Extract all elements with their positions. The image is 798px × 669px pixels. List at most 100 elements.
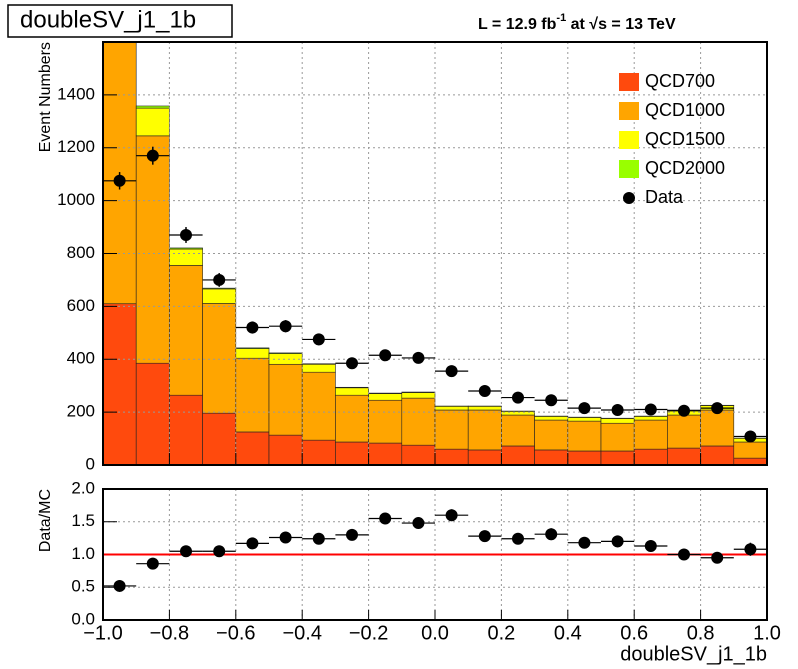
data-point	[512, 532, 524, 545]
data-point	[279, 320, 292, 333]
histogram-bar	[733, 441, 767, 459]
histogram-bar	[202, 287, 237, 290]
histogram-bar	[567, 417, 602, 422]
histogram-bar	[700, 409, 735, 447]
histogram-bar	[501, 414, 535, 447]
histogram-bar	[567, 420, 602, 452]
data-point	[346, 528, 358, 541]
legend-swatch	[619, 160, 639, 178]
histogram-bar	[135, 107, 170, 137]
y-tick-label: 400	[67, 349, 95, 368]
y-tick-label: 1200	[57, 137, 95, 156]
x-tick-label: −0.4	[282, 622, 321, 644]
histogram-bar	[301, 439, 336, 465]
main-plot	[103, 42, 767, 465]
histogram-bar	[600, 422, 635, 452]
legend-label: QCD1500	[645, 129, 725, 149]
histogram-bar	[368, 393, 403, 401]
data-point	[279, 531, 292, 544]
histogram-bar	[301, 363, 336, 373]
histogram-bar	[135, 362, 170, 465]
histogram-bar	[600, 450, 635, 465]
data-point	[412, 351, 425, 364]
data-point	[744, 543, 757, 556]
histogram-bar	[301, 363, 336, 365]
histogram-bar	[434, 409, 469, 450]
histogram-bar	[401, 444, 436, 465]
histogram-bar	[335, 386, 369, 389]
legend-swatch	[619, 131, 639, 149]
histogram-bar	[169, 265, 203, 396]
data-point	[578, 402, 591, 415]
plot-frame	[102, 488, 768, 621]
data-point	[744, 430, 757, 443]
x-tick-label: 0.4	[554, 622, 582, 644]
data-point	[445, 365, 458, 378]
x-axis-label: doubleSV_j1_1b	[620, 643, 767, 665]
histogram-bar	[235, 431, 270, 465]
histogram-bar	[169, 248, 203, 266]
histogram-bar	[268, 434, 303, 465]
y-tick-label: 1.0	[71, 544, 95, 563]
histogram-bar	[235, 357, 270, 433]
histogram-bar	[667, 447, 701, 465]
x-tick-label: −1.0	[83, 622, 122, 644]
data-point	[379, 349, 392, 362]
x-tick-label: 0.0	[421, 622, 449, 644]
histogram-bar	[633, 416, 668, 421]
y-tick-label: 600	[67, 296, 95, 315]
chart-title: doubleSV_j1_1b	[20, 6, 196, 33]
histogram-bar	[368, 399, 403, 444]
y-tick-label: 0.5	[71, 577, 95, 596]
x-tick-label: 0.6	[620, 622, 648, 644]
histogram-bar	[401, 391, 436, 393]
histogram-bar	[534, 419, 569, 451]
data-point	[246, 321, 259, 334]
plot-frame	[102, 41, 768, 466]
histogram-bar	[434, 448, 469, 465]
data-point	[180, 545, 192, 558]
x-tick-label: −0.8	[150, 622, 189, 644]
histogram-bar	[733, 457, 767, 465]
x-tick-label: 1.0	[753, 622, 781, 644]
histogram-bar	[335, 394, 369, 443]
data-point	[246, 537, 259, 550]
y-tick-label: 1400	[57, 84, 95, 103]
histogram-bar	[534, 416, 569, 421]
data-point	[445, 509, 458, 522]
data-point	[678, 548, 690, 561]
histogram-bar	[368, 442, 403, 465]
lumi-label: L = 12.9 fb-1 at √s = 13 TeV	[478, 12, 676, 33]
data-point	[644, 403, 657, 416]
lumi-sup: -1	[556, 12, 566, 24]
y-axis-label: Event Numbers	[37, 42, 54, 152]
legend-swatch	[619, 73, 639, 91]
histogram-bar	[169, 247, 203, 250]
histogram-bar	[368, 392, 403, 394]
y-tick-label: 200	[67, 402, 95, 421]
data-point	[113, 174, 126, 187]
lumi-rest: at √s = 13 TeV	[566, 16, 676, 33]
data-point	[180, 228, 192, 241]
histogram-bar	[235, 348, 270, 359]
histogram-bar	[135, 105, 170, 109]
histogram-bar	[633, 419, 668, 450]
histogram-bar	[235, 347, 270, 349]
x-tick-label: −0.6	[216, 622, 255, 644]
histogram-bar	[202, 288, 237, 304]
data-point	[478, 384, 491, 397]
y-tick-label: 1000	[57, 190, 95, 209]
data-point	[213, 273, 226, 286]
data-point	[412, 517, 425, 530]
data-point	[644, 539, 657, 552]
histogram-bar	[169, 394, 203, 465]
x-tick-label: 0.2	[487, 622, 515, 644]
histogram-bar	[401, 392, 436, 399]
histogram-bar	[335, 387, 369, 396]
y-tick-label: 800	[67, 243, 95, 262]
data-point	[379, 512, 392, 525]
histogram-bar	[467, 449, 502, 465]
legend-label: Data	[645, 187, 684, 207]
y-tick-label: 2.0	[71, 478, 95, 497]
